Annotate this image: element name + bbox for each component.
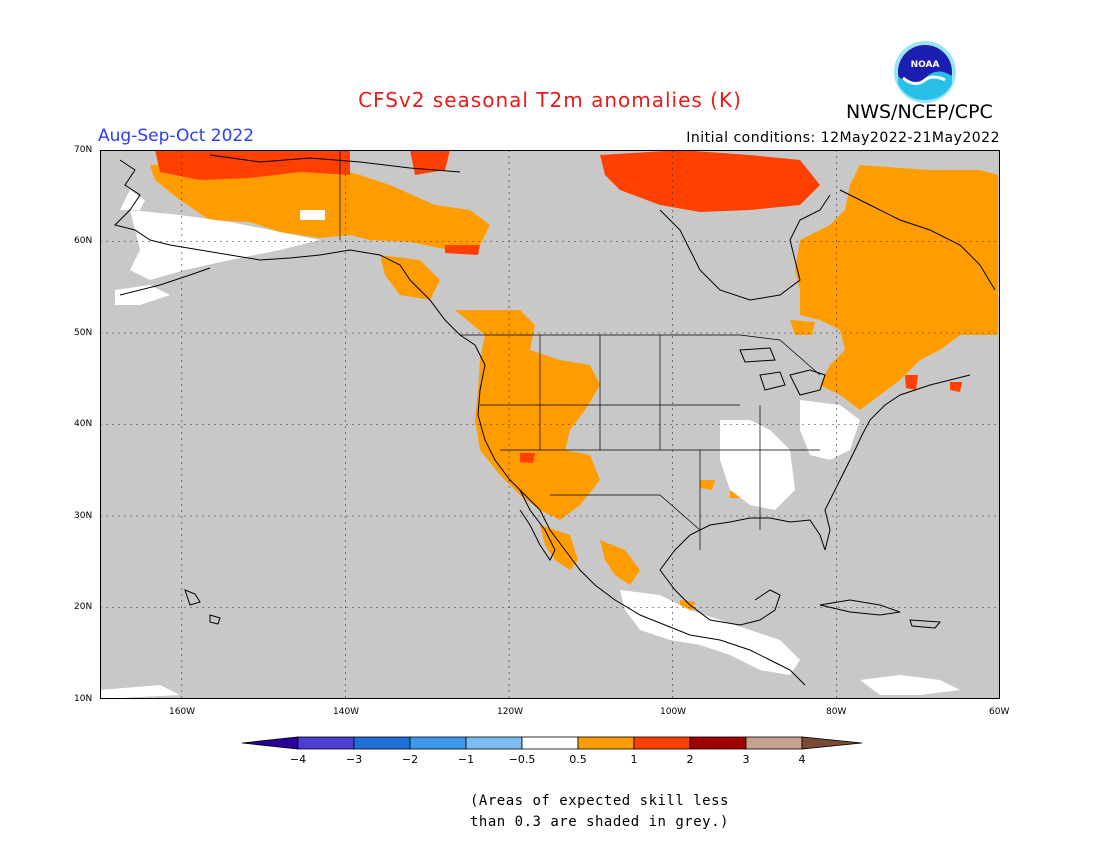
colorbar-tick-label: 0.5 [569, 753, 587, 766]
colorbar-tick-label: −2 [402, 753, 418, 766]
colorbar-cell [745, 736, 803, 750]
anomaly-map [100, 150, 1000, 699]
colorbar: −4 −3 −2 −1 −0.5 0.5 1 2 3 4 [241, 736, 863, 766]
organization-label: NWS/NCEP/CPC [846, 101, 993, 123]
lat-label: 20N [74, 602, 93, 612]
colorbar-cell [409, 736, 467, 750]
coastlines [114, 154, 996, 686]
colorbar-right-arrow [801, 736, 863, 750]
lon-label: 140W [333, 707, 360, 717]
lon-label: 120W [497, 707, 524, 717]
colorbar-cell [353, 736, 411, 750]
map-frame [100, 150, 1000, 699]
colorbar-cell [521, 736, 579, 750]
lon-label: 60W [989, 707, 1010, 717]
lon-label: 160W [169, 707, 196, 717]
colorbar-cell [689, 736, 747, 750]
footnote-line-1: (Areas of expected skill less [470, 793, 729, 809]
colorbar-tick-label: −3 [346, 753, 362, 766]
map-title: CFSv2 seasonal T2m anomalies (K) [358, 88, 742, 112]
colorbar-tick-label: −4 [290, 753, 306, 766]
colorbar-cell [577, 736, 635, 750]
lon-label: 80W [826, 707, 847, 717]
lat-label: 30N [74, 511, 93, 521]
colorbar-cell [633, 736, 691, 750]
footnote-line-2: than 0.3 are shaded in grey.) [470, 814, 729, 830]
lat-label: 40N [74, 419, 93, 429]
lat-label: 70N [74, 145, 93, 155]
colorbar-tick-label: 2 [687, 753, 694, 766]
political-borders [339, 150, 821, 550]
lat-label: 60N [74, 236, 93, 246]
colorbar-tick-label: 1 [631, 753, 638, 766]
colorbar-cell [465, 736, 523, 750]
lat-label: 10N [74, 694, 93, 704]
anomaly-orange-regions [150, 160, 998, 612]
colorbar-cell [297, 736, 355, 750]
colorbar-tick-label: 3 [743, 753, 750, 766]
colorbar-tick-label: −1 [458, 753, 474, 766]
forecast-period: Aug-Sep-Oct 2022 [98, 126, 255, 146]
skill-footnote: (Areas of expected skill less than 0.3 a… [470, 791, 729, 833]
anomaly-white-regions [100, 190, 960, 699]
svg-text:NOAA: NOAA [911, 60, 940, 70]
colorbar-tick-label: −0.5 [509, 753, 536, 766]
initial-conditions: Initial conditions: 12May2022-21May2022 [686, 130, 1000, 146]
anomaly-red-regions [155, 150, 962, 463]
colorbar-tick-label: 4 [799, 753, 806, 766]
graticule [100, 150, 1000, 699]
colorbar-left-arrow [241, 736, 299, 750]
noaa-logo: NOAA [894, 41, 956, 103]
lon-label: 100W [660, 707, 687, 717]
lat-label: 50N [74, 328, 93, 338]
